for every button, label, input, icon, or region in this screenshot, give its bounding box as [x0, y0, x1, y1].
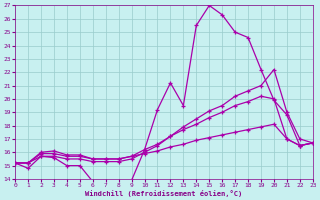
X-axis label: Windchill (Refroidissement éolien,°C): Windchill (Refroidissement éolien,°C): [85, 190, 243, 197]
